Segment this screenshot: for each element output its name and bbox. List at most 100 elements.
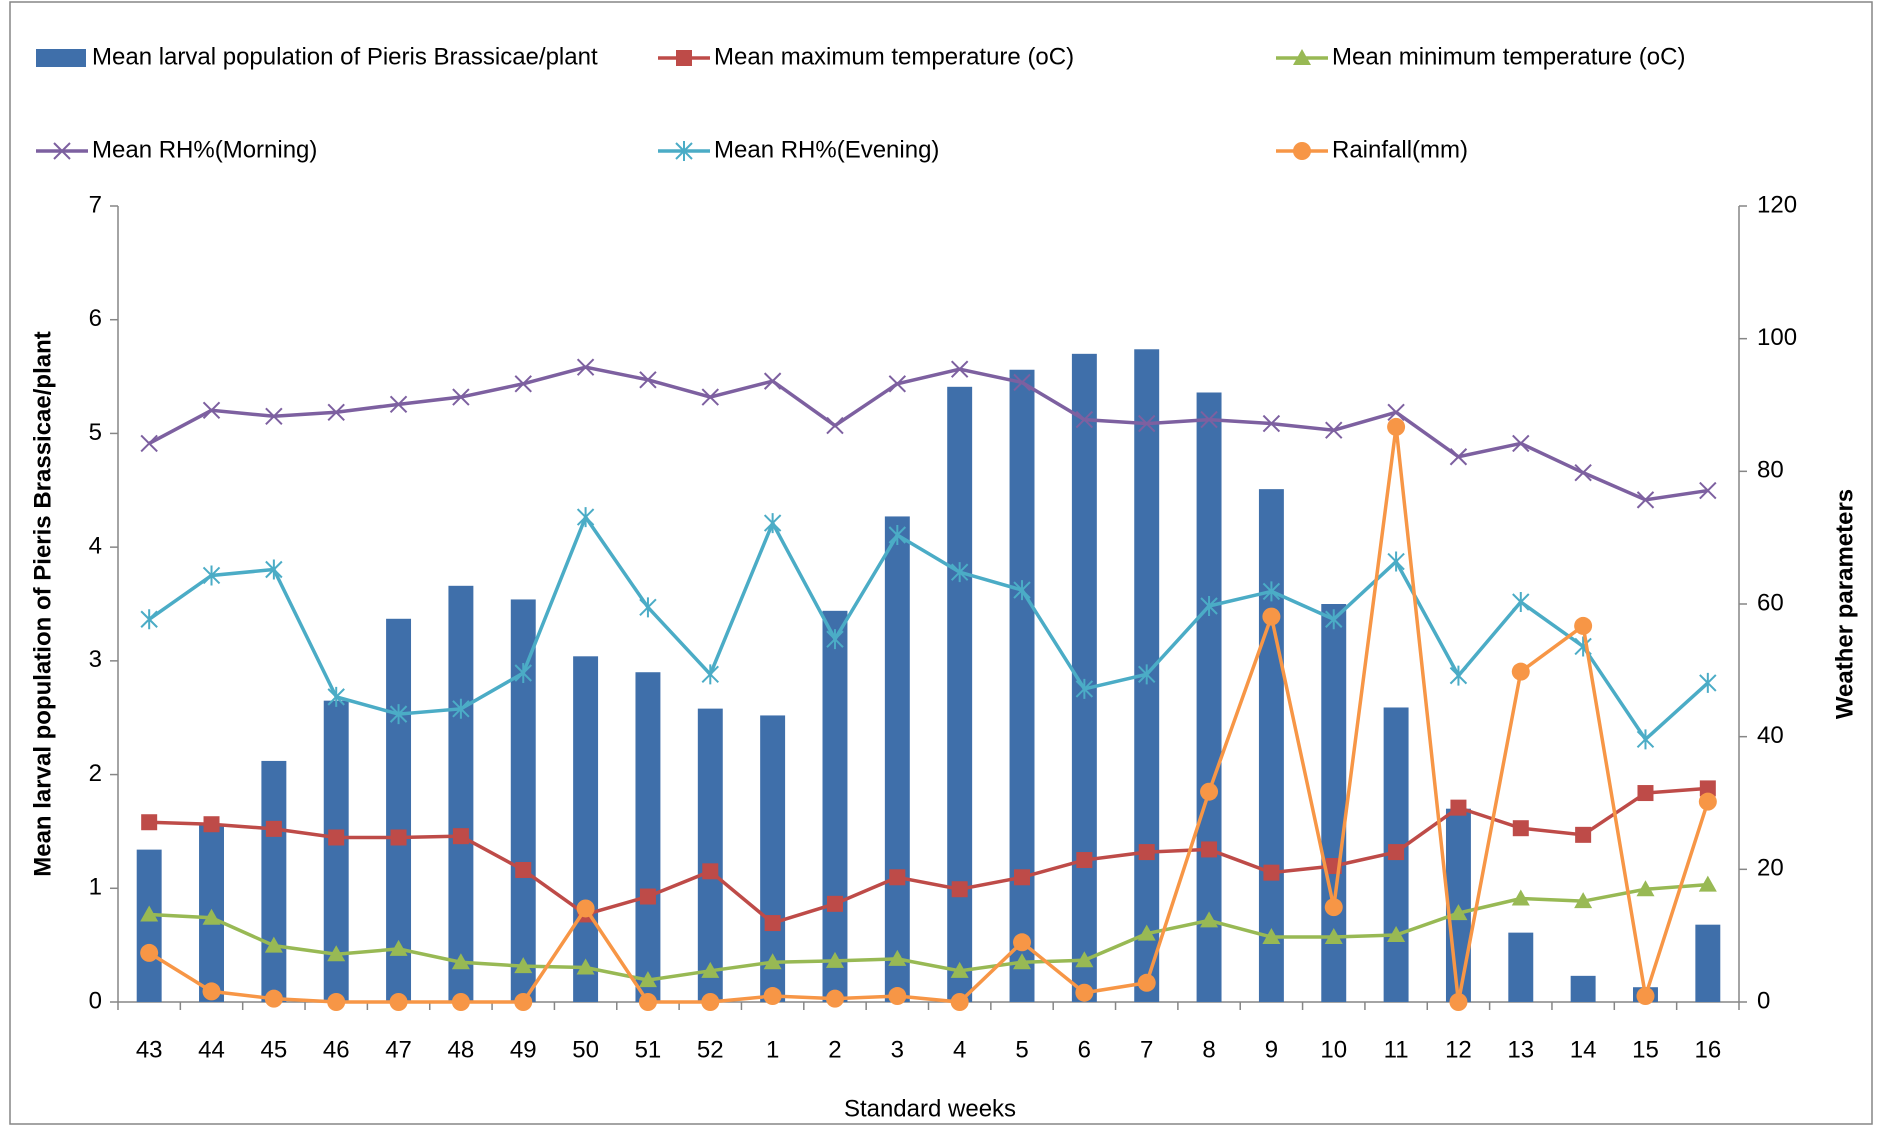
bar <box>1508 932 1534 1002</box>
marker <box>638 993 657 1011</box>
y2-axis-title: Weather parameters <box>1831 489 1858 719</box>
bar <box>1258 489 1284 1002</box>
x-tick-label: 46 <box>323 1036 350 1063</box>
y-tick-label: 7 <box>89 191 102 218</box>
marker <box>639 888 656 905</box>
marker <box>1013 580 1031 601</box>
marker <box>1511 889 1530 906</box>
marker <box>389 939 408 956</box>
legend-label: Mean minimum temperature (oC) <box>1332 43 1685 70</box>
marker <box>452 698 470 719</box>
bar <box>1009 369 1035 1003</box>
marker <box>950 961 969 978</box>
x-tick-label: 14 <box>1570 1036 1597 1063</box>
marker <box>1138 414 1156 433</box>
marker <box>576 507 595 528</box>
bar <box>947 386 973 1002</box>
legend-label: Rainfall(mm) <box>1332 136 1468 163</box>
bar <box>884 516 910 1002</box>
marker <box>701 961 720 978</box>
x-tick-label: 8 <box>1202 1036 1215 1063</box>
line <box>149 882 1708 982</box>
marker <box>265 820 282 837</box>
marker <box>701 664 719 685</box>
marker <box>763 953 782 970</box>
bar <box>1196 392 1222 1002</box>
marker <box>826 895 843 912</box>
marker <box>1013 953 1032 970</box>
marker <box>1637 785 1654 802</box>
marker <box>639 597 657 618</box>
bar <box>136 849 162 1002</box>
marker <box>1325 421 1343 439</box>
marker <box>1636 880 1655 897</box>
marker <box>264 989 283 1008</box>
x-tick-label: 6 <box>1078 1036 1091 1063</box>
marker <box>1449 665 1468 686</box>
x-tick-label: 48 <box>448 1036 475 1063</box>
marker <box>265 559 283 580</box>
marker <box>1262 607 1281 626</box>
marker <box>701 993 720 1011</box>
x-tick-label: 11 <box>1384 1036 1409 1063</box>
x-tick-label: 43 <box>136 1036 163 1063</box>
marker <box>1450 799 1467 816</box>
marker <box>701 388 719 406</box>
marker <box>1387 926 1406 943</box>
marker <box>1076 852 1093 869</box>
bar <box>822 610 848 1002</box>
x-tick-label: 16 <box>1694 1036 1721 1063</box>
marker <box>1262 581 1281 602</box>
x-tick-label: 51 <box>635 1036 662 1063</box>
marker <box>514 375 532 393</box>
marker <box>1013 373 1031 392</box>
marker <box>265 407 283 425</box>
bar <box>1570 975 1596 1002</box>
marker <box>764 915 781 932</box>
marker <box>676 50 692 66</box>
bar <box>635 672 661 1002</box>
marker <box>1075 951 1094 968</box>
marker <box>1075 410 1094 429</box>
marker <box>951 881 968 898</box>
x-tick-label: 2 <box>828 1036 841 1063</box>
y-tick-label: 6 <box>89 305 102 332</box>
marker <box>1698 875 1717 892</box>
marker <box>1387 403 1405 422</box>
marker <box>327 686 345 707</box>
bar <box>261 760 287 1002</box>
marker <box>950 562 969 583</box>
marker <box>327 945 346 962</box>
bar <box>573 656 599 1002</box>
marker <box>1200 595 1218 616</box>
marker <box>1698 792 1717 811</box>
y-tick-label: 0 <box>89 987 102 1014</box>
y2-tick-label: 60 <box>1757 589 1784 616</box>
y2-tick-label: 0 <box>1757 987 1770 1014</box>
x-tick-label: 12 <box>1445 1036 1472 1063</box>
x-tick-label: 15 <box>1632 1036 1659 1063</box>
y-tick-label: 2 <box>89 760 102 787</box>
marker <box>826 416 844 435</box>
x-tick-label: 9 <box>1265 1036 1278 1063</box>
x-tick-label: 3 <box>891 1036 904 1063</box>
marker <box>1200 782 1219 801</box>
marker <box>1574 892 1593 909</box>
x-axis-title: Standard weeks <box>844 1095 1016 1122</box>
marker <box>1201 841 1218 858</box>
x-tick-label: 45 <box>261 1036 288 1063</box>
marker <box>1699 672 1717 693</box>
marker <box>1512 820 1529 837</box>
marker <box>389 704 408 725</box>
marker <box>514 662 532 683</box>
marker <box>1575 826 1592 843</box>
legend-label: Mean larval population of Pieris Brassic… <box>92 43 598 70</box>
marker <box>825 989 844 1008</box>
marker <box>1263 864 1280 881</box>
x-tick-label: 10 <box>1320 1036 1347 1063</box>
marker <box>1511 662 1530 681</box>
marker <box>576 958 595 975</box>
marker <box>1262 927 1281 944</box>
x-tick-label: 1 <box>766 1036 779 1063</box>
